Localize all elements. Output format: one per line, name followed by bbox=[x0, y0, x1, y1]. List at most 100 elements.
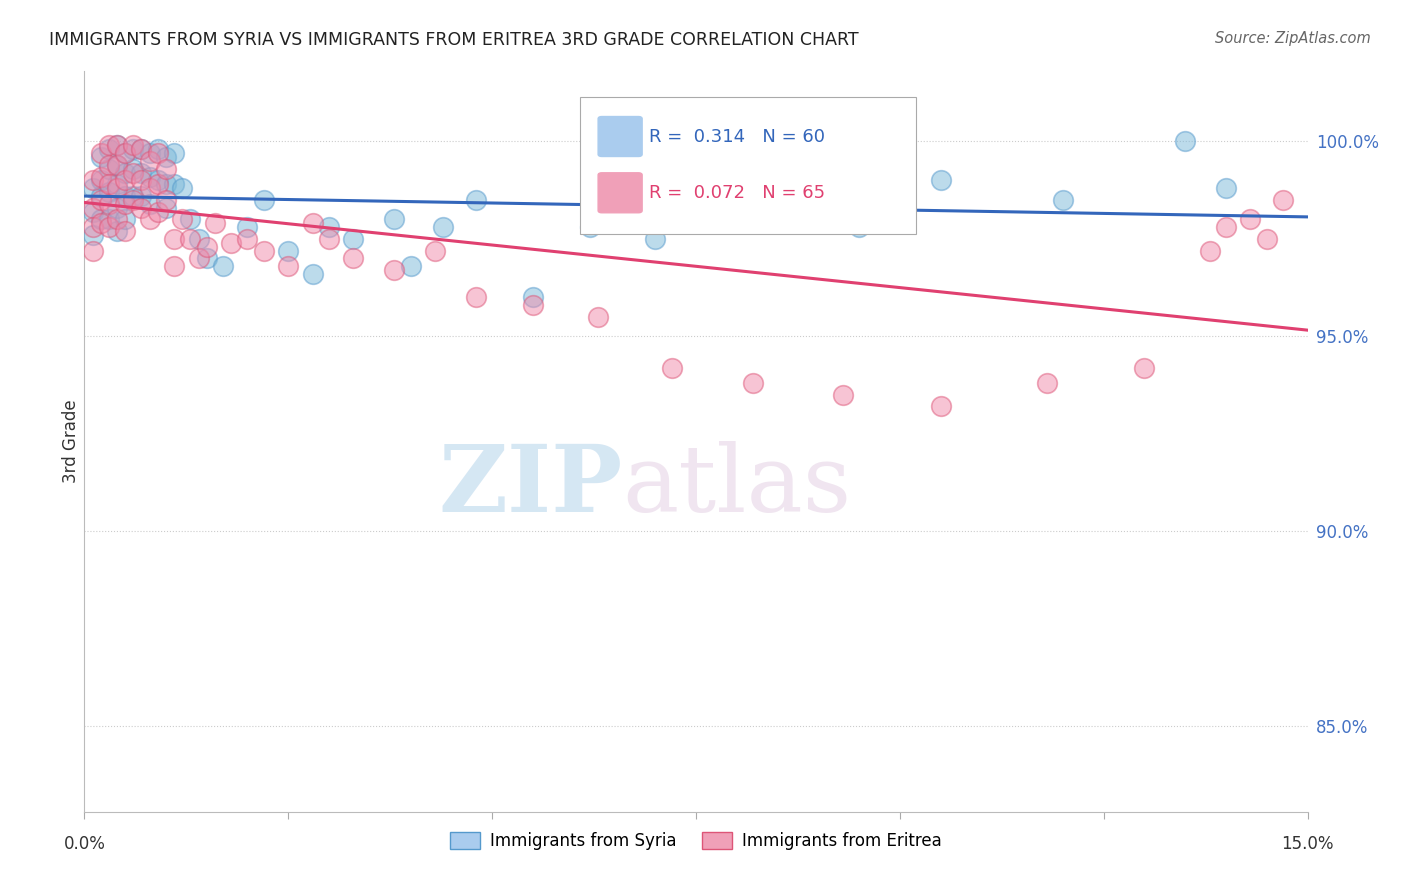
Point bbox=[163, 232, 186, 246]
FancyBboxPatch shape bbox=[598, 117, 643, 156]
Point bbox=[82, 227, 104, 242]
Point bbox=[131, 142, 153, 156]
Point bbox=[1174, 135, 1197, 149]
Point bbox=[114, 224, 136, 238]
Point bbox=[163, 178, 186, 192]
Text: ZIP: ZIP bbox=[439, 441, 623, 531]
Point bbox=[1215, 220, 1237, 235]
Point bbox=[90, 169, 112, 184]
Point bbox=[122, 142, 145, 156]
Point bbox=[382, 263, 405, 277]
Point bbox=[90, 146, 112, 161]
Point bbox=[146, 146, 169, 161]
Point bbox=[1035, 376, 1057, 390]
Point bbox=[131, 189, 153, 203]
Point bbox=[114, 146, 136, 161]
Point bbox=[172, 212, 194, 227]
Point bbox=[122, 193, 145, 207]
Point bbox=[105, 138, 128, 153]
Point bbox=[725, 181, 748, 195]
Point bbox=[82, 220, 104, 235]
Point bbox=[97, 138, 120, 153]
Point bbox=[219, 235, 242, 250]
Text: R =  0.314   N = 60: R = 0.314 N = 60 bbox=[650, 128, 825, 145]
Point bbox=[163, 146, 186, 161]
Point bbox=[138, 212, 160, 227]
Point bbox=[97, 158, 120, 172]
Point bbox=[155, 201, 177, 215]
Point bbox=[105, 181, 128, 195]
Point bbox=[929, 173, 952, 187]
Point bbox=[97, 161, 120, 176]
Point bbox=[848, 220, 870, 235]
Point bbox=[1239, 212, 1261, 227]
Text: atlas: atlas bbox=[623, 441, 852, 531]
Point bbox=[131, 173, 153, 187]
Point bbox=[114, 166, 136, 180]
Point bbox=[82, 181, 104, 195]
Point bbox=[97, 197, 120, 211]
Point bbox=[522, 290, 544, 304]
Point bbox=[146, 142, 169, 156]
Point bbox=[318, 232, 340, 246]
Point bbox=[97, 178, 120, 192]
Point bbox=[90, 150, 112, 164]
Legend: Immigrants from Syria, Immigrants from Eritrea: Immigrants from Syria, Immigrants from E… bbox=[444, 825, 948, 856]
Point bbox=[105, 138, 128, 153]
Point bbox=[179, 232, 201, 246]
Point bbox=[114, 212, 136, 227]
Point bbox=[179, 212, 201, 227]
Point bbox=[382, 212, 405, 227]
Point bbox=[1256, 232, 1278, 246]
Point bbox=[399, 259, 422, 273]
Point bbox=[105, 158, 128, 172]
Point bbox=[277, 259, 299, 273]
Text: Source: ZipAtlas.com: Source: ZipAtlas.com bbox=[1215, 31, 1371, 46]
Point bbox=[146, 204, 169, 219]
Point bbox=[131, 142, 153, 156]
Point bbox=[90, 193, 112, 207]
Point bbox=[742, 376, 765, 390]
Point bbox=[236, 232, 259, 246]
Point bbox=[1272, 193, 1295, 207]
Point bbox=[105, 201, 128, 215]
Point bbox=[131, 201, 153, 215]
Point bbox=[97, 212, 120, 227]
Point bbox=[253, 244, 276, 258]
Point bbox=[195, 252, 218, 266]
Point bbox=[187, 252, 209, 266]
Y-axis label: 3rd Grade: 3rd Grade bbox=[62, 400, 80, 483]
Point bbox=[204, 216, 226, 230]
Point bbox=[122, 189, 145, 203]
Point bbox=[97, 142, 120, 156]
Point bbox=[138, 197, 160, 211]
Point bbox=[301, 267, 323, 281]
Point bbox=[97, 185, 120, 199]
Point bbox=[155, 178, 177, 192]
Point bbox=[138, 169, 160, 184]
Point bbox=[122, 138, 145, 153]
Point bbox=[146, 173, 169, 187]
Point bbox=[138, 153, 160, 168]
Point bbox=[277, 244, 299, 258]
Point bbox=[464, 193, 486, 207]
Text: 0.0%: 0.0% bbox=[63, 835, 105, 853]
Point bbox=[82, 173, 104, 187]
Point bbox=[114, 146, 136, 161]
Point bbox=[172, 181, 194, 195]
Point bbox=[423, 244, 446, 258]
Point bbox=[212, 259, 235, 273]
Point bbox=[1198, 244, 1220, 258]
Point bbox=[1215, 181, 1237, 195]
Point bbox=[138, 181, 160, 195]
Point bbox=[97, 220, 120, 235]
FancyBboxPatch shape bbox=[579, 97, 917, 235]
Point bbox=[301, 216, 323, 230]
Point bbox=[586, 310, 609, 324]
Point bbox=[90, 173, 112, 187]
Point bbox=[155, 150, 177, 164]
Point bbox=[1052, 193, 1074, 207]
Point bbox=[236, 220, 259, 235]
Text: IMMIGRANTS FROM SYRIA VS IMMIGRANTS FROM ERITREA 3RD GRADE CORRELATION CHART: IMMIGRANTS FROM SYRIA VS IMMIGRANTS FROM… bbox=[49, 31, 859, 49]
Point bbox=[342, 232, 364, 246]
